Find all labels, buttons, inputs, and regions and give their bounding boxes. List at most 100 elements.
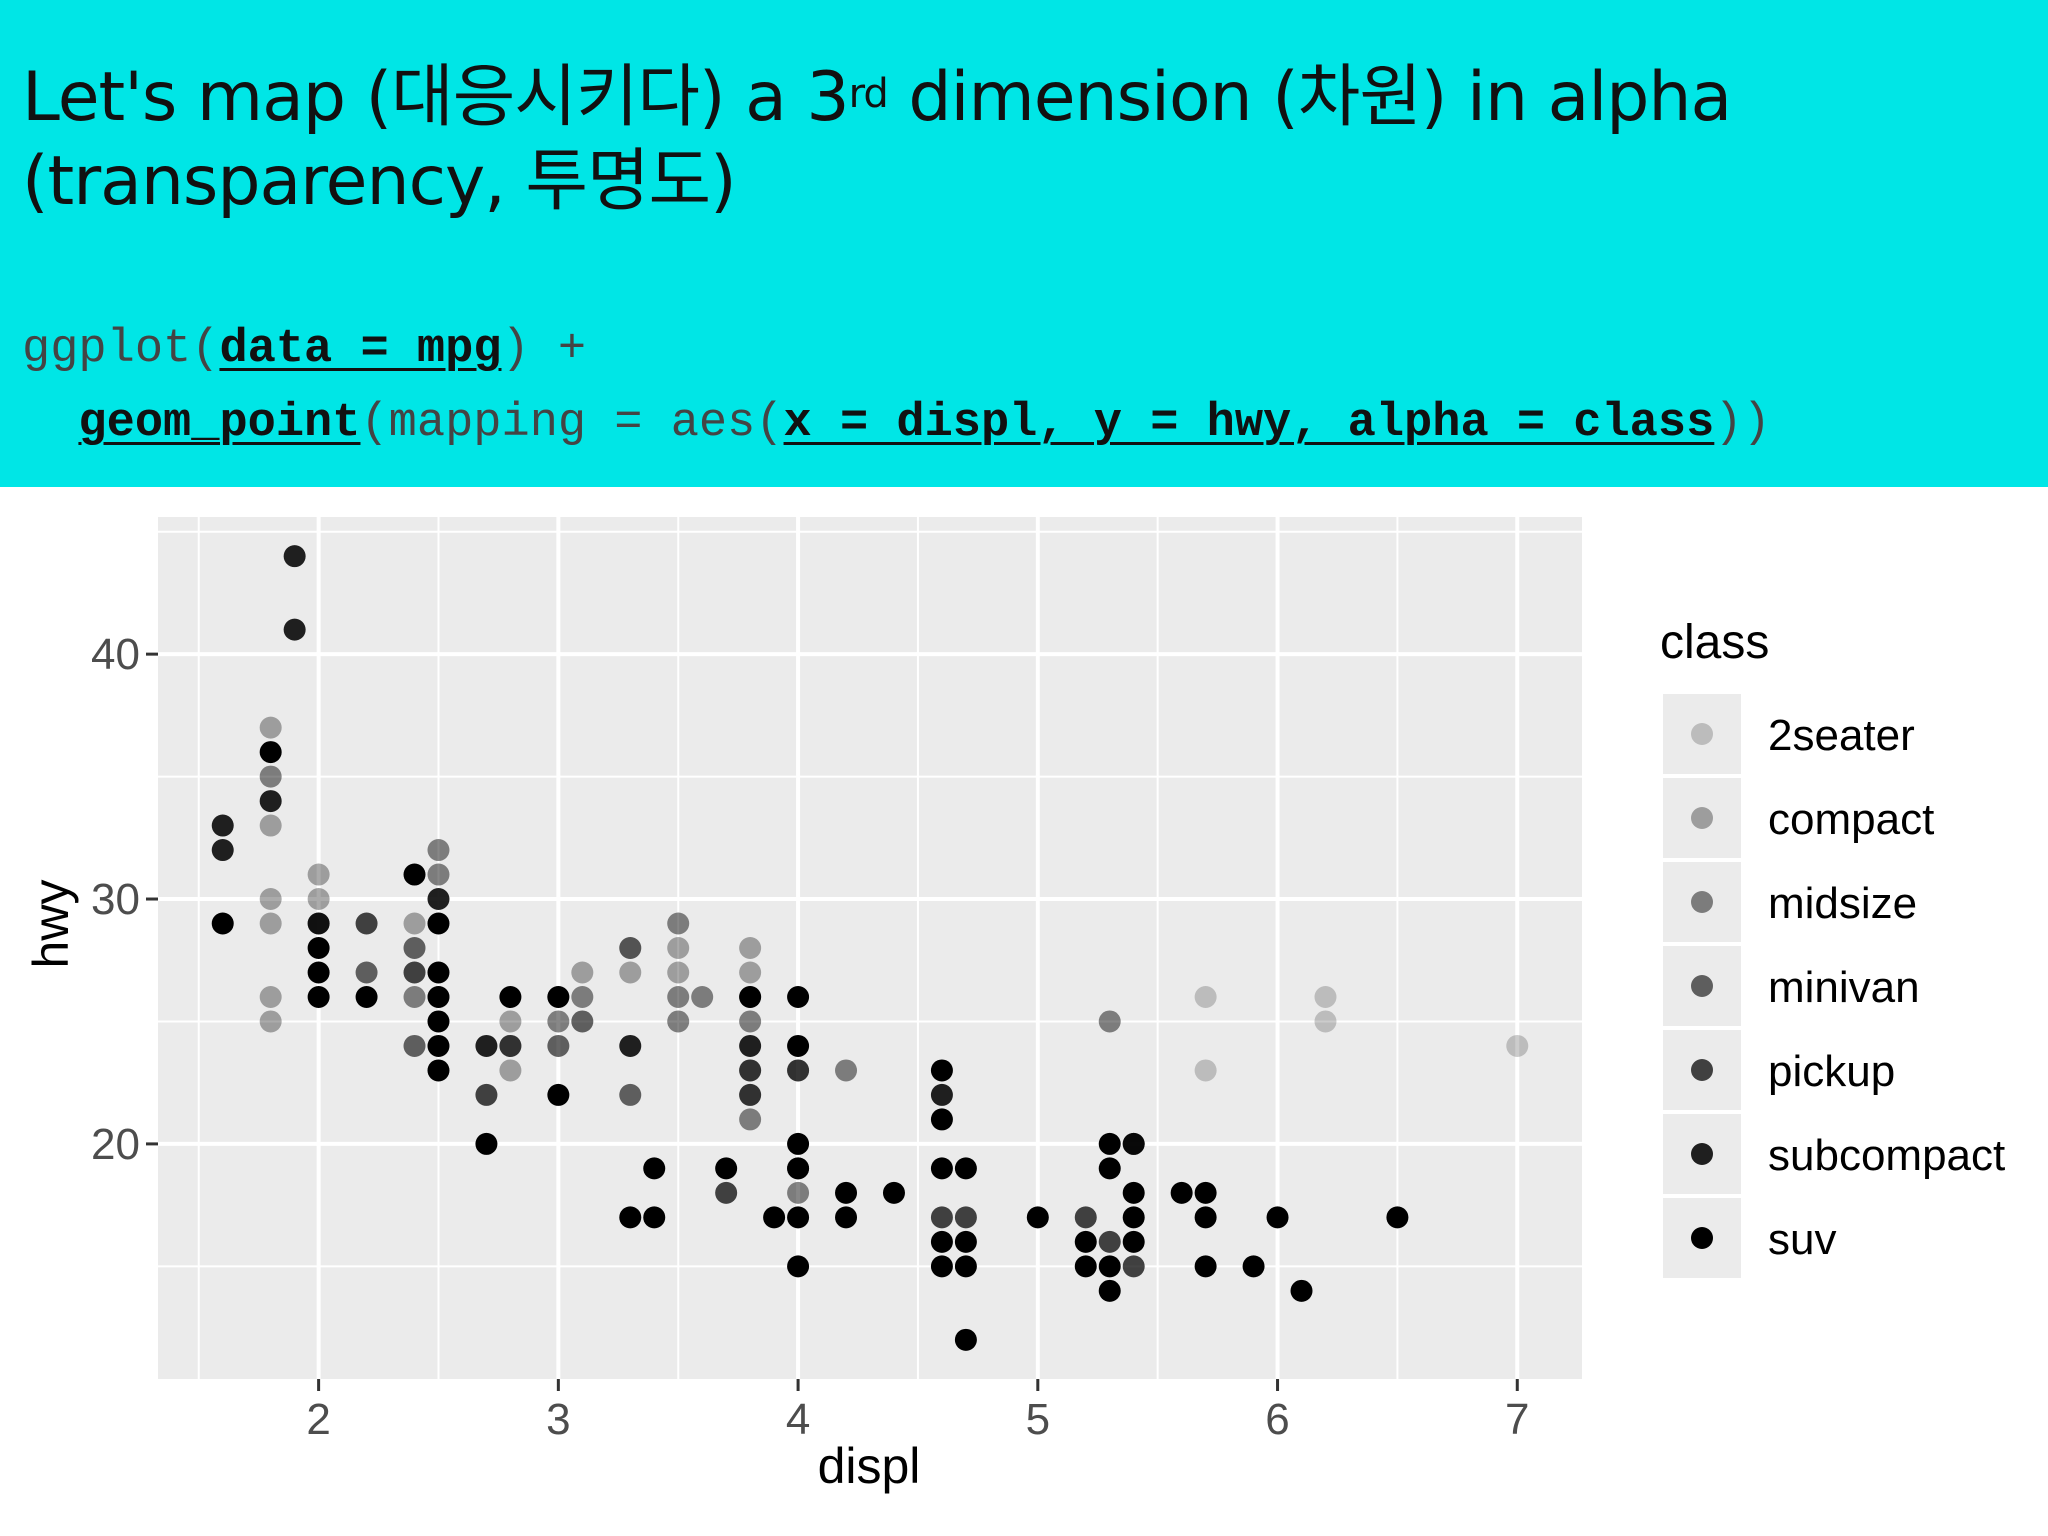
point-suv bbox=[427, 1010, 450, 1033]
point-suv bbox=[1098, 1132, 1121, 1155]
legend-label-subcompact: subcompact bbox=[1768, 1131, 2005, 1180]
legend-symbol-2seater bbox=[1691, 723, 1713, 745]
point-pickup bbox=[954, 1206, 977, 1229]
point-midsize bbox=[691, 985, 714, 1008]
point-minivan bbox=[547, 1034, 570, 1057]
legend-label-2seater: 2seater bbox=[1768, 711, 1915, 760]
point-compact bbox=[499, 1010, 522, 1033]
slide-title: Let's map (대응시키다) a 3rd dimension (차원) i… bbox=[22, 56, 2002, 224]
point-suv bbox=[739, 985, 762, 1008]
point-suv bbox=[1098, 1255, 1121, 1278]
legend-label-compact: compact bbox=[1768, 795, 1934, 844]
point-midsize bbox=[427, 863, 450, 886]
point-compact bbox=[259, 716, 282, 739]
point-compact bbox=[403, 912, 426, 935]
point-suv bbox=[954, 1230, 977, 1253]
point-midsize bbox=[667, 1010, 690, 1033]
point-suv bbox=[619, 1206, 642, 1229]
legend-symbol-minivan bbox=[1691, 975, 1713, 997]
code-line2-segment-4: )) bbox=[1714, 397, 1771, 450]
point-midsize bbox=[619, 937, 642, 959]
point-suv bbox=[835, 1181, 858, 1204]
point-suv bbox=[787, 1206, 810, 1229]
point-midsize bbox=[667, 985, 690, 1008]
point-compact bbox=[307, 863, 330, 886]
point-suv bbox=[954, 1157, 977, 1180]
point-minivan bbox=[739, 1083, 762, 1106]
point-suv bbox=[211, 912, 234, 935]
legend-key-2seater bbox=[1663, 694, 1741, 774]
point-pickup bbox=[355, 912, 378, 935]
legend-title: class bbox=[1660, 616, 1769, 669]
point-compact bbox=[259, 888, 282, 911]
point-subcompact bbox=[475, 1034, 498, 1057]
point-midsize bbox=[259, 765, 282, 788]
scatter-chart: 2 3 4 5 6 7 20 30 40 displ hwy class 2seater comp… bbox=[23, 517, 2005, 1494]
point-suv bbox=[547, 1083, 570, 1106]
point-minivan bbox=[499, 1034, 522, 1057]
point-minivan bbox=[355, 961, 378, 984]
code-line2-segment-2: (mapping = aes( bbox=[360, 397, 784, 450]
point-suv bbox=[1122, 1230, 1145, 1253]
point-midsize bbox=[1098, 1010, 1121, 1033]
point-suv bbox=[427, 985, 450, 1008]
point-suv bbox=[787, 1255, 810, 1278]
point-suv bbox=[787, 1034, 810, 1057]
point-suv bbox=[930, 1108, 953, 1131]
point-suv bbox=[787, 1157, 810, 1180]
point-suv bbox=[882, 1181, 905, 1204]
point-suv bbox=[954, 1255, 977, 1278]
point-minivan bbox=[403, 1034, 426, 1057]
point-suv bbox=[1098, 1279, 1121, 1302]
point-compact bbox=[667, 961, 690, 984]
point-suv bbox=[787, 1132, 810, 1155]
point-midsize bbox=[403, 985, 426, 1008]
point-minivan bbox=[739, 1059, 762, 1082]
point-suv bbox=[1290, 1279, 1313, 1302]
point-minivan bbox=[787, 1059, 810, 1082]
y-tick-label: 20 bbox=[91, 1120, 140, 1169]
x-tick-label: 4 bbox=[786, 1395, 810, 1444]
code-line2-segment-3: x = displ, y = hwy, alpha = class bbox=[783, 397, 1715, 450]
point-midsize bbox=[787, 1181, 810, 1204]
point-suv bbox=[427, 1034, 450, 1057]
x-tick-label: 5 bbox=[1026, 1395, 1050, 1444]
point-suv bbox=[1122, 1206, 1145, 1229]
point-suv bbox=[930, 1255, 953, 1278]
point-subcompact bbox=[211, 814, 234, 837]
y-tick-label: 40 bbox=[91, 630, 140, 679]
legend-symbol-compact bbox=[1691, 807, 1713, 829]
code-line1-segment-0: ggplot( bbox=[22, 323, 220, 376]
title-superscript: rd bbox=[848, 71, 889, 117]
point-compact bbox=[619, 961, 642, 984]
minor-gridlines bbox=[158, 517, 1582, 1379]
point-midsize bbox=[667, 912, 690, 935]
legend-symbol-midsize bbox=[1691, 891, 1713, 913]
point-suv bbox=[1242, 1255, 1265, 1278]
point-subcompact bbox=[211, 839, 234, 862]
point-subcompact bbox=[307, 912, 330, 935]
point-2seater bbox=[1194, 1059, 1217, 1082]
code-line1-segment-1: data = mpg bbox=[219, 323, 502, 376]
legend-symbol-suv bbox=[1691, 1227, 1713, 1249]
point-suv bbox=[1074, 1230, 1097, 1253]
point-subcompact bbox=[283, 618, 306, 641]
x-tick-label: 3 bbox=[546, 1395, 570, 1444]
point-midsize bbox=[739, 1108, 762, 1131]
point-minivan bbox=[403, 937, 426, 959]
point-subcompact bbox=[427, 888, 450, 911]
point-suv bbox=[427, 912, 450, 935]
point-pickup bbox=[475, 1083, 498, 1106]
point-compact bbox=[667, 937, 690, 959]
point-compact bbox=[259, 1010, 282, 1033]
point-minivan bbox=[619, 1083, 642, 1106]
point-suv bbox=[355, 985, 378, 1008]
point-subcompact bbox=[259, 790, 282, 813]
point-suv bbox=[1098, 1157, 1121, 1180]
legend-label-pickup: pickup bbox=[1768, 1047, 1895, 1096]
code-line-2: geom_point(mapping = aes(x = displ, y = … bbox=[22, 394, 1771, 454]
point-midsize bbox=[571, 985, 594, 1008]
point-suv bbox=[547, 985, 570, 1008]
title-text-b: dimension (차원) in alpha bbox=[887, 58, 1732, 137]
point-suv bbox=[763, 1206, 786, 1229]
